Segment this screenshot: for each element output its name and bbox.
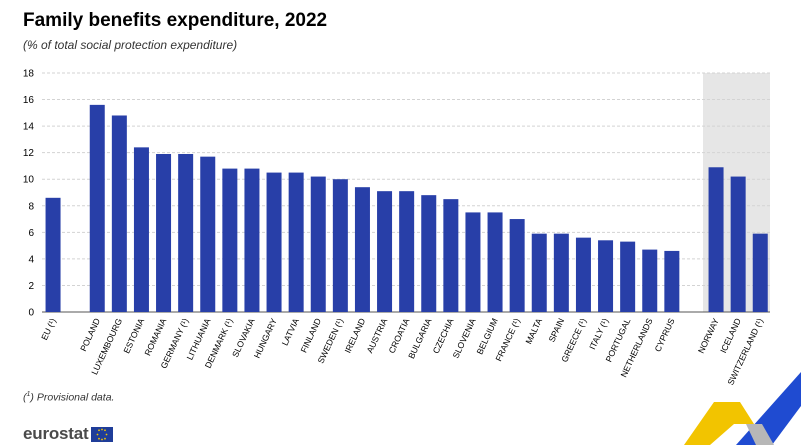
bar	[399, 191, 415, 312]
bar	[332, 179, 348, 312]
y-tick-label: 10	[23, 175, 35, 186]
x-tick-label: ITALY (¹)	[587, 316, 610, 351]
blue-ribbon	[736, 372, 801, 445]
x-tick-label: ICELAND	[718, 317, 743, 355]
x-tick-label: CROATIA	[387, 316, 412, 355]
y-tick-label: 16	[23, 95, 35, 106]
bar	[465, 212, 481, 312]
x-tick-label: POLAND	[78, 317, 102, 353]
y-tick-label: 0	[28, 308, 34, 319]
y-tick-label: 18	[23, 69, 35, 80]
y-tick-label: 6	[28, 228, 34, 239]
x-tick-label: SPAIN	[546, 317, 566, 344]
bar	[730, 176, 746, 312]
x-tick-label: BELGIUM	[474, 317, 499, 356]
grey-ribbon	[746, 424, 774, 445]
bar	[178, 153, 194, 312]
chart-title: Family benefits expenditure, 2022	[23, 10, 328, 31]
bar	[575, 237, 591, 312]
x-tick-label: AUSTRIA	[365, 316, 390, 354]
chart-subtitle: (% of total social protection expenditur…	[23, 38, 238, 52]
x-tick-label: EU (¹)	[39, 317, 58, 342]
y-tick-label: 2	[28, 281, 34, 292]
bar	[664, 250, 680, 312]
footnote: (1) Provisional data.	[23, 391, 115, 404]
bar	[89, 104, 105, 312]
bar	[111, 115, 127, 312]
x-tick-label: CYPRUS	[652, 316, 676, 353]
eu-flag-icon	[91, 426, 114, 442]
bar	[620, 241, 636, 312]
bar	[244, 168, 260, 312]
bar	[222, 168, 238, 312]
bar	[487, 212, 503, 312]
bar	[156, 153, 172, 312]
x-tick-label: NORWAY	[696, 316, 721, 355]
bar	[531, 233, 547, 312]
x-tick-label: LATVIA	[280, 316, 301, 347]
corner-decoration	[684, 372, 801, 445]
bar	[421, 195, 437, 312]
x-tick-label: ESTONIA	[121, 316, 146, 355]
footnote-text: Provisional data.	[33, 391, 115, 404]
y-tick-label: 4	[28, 254, 34, 265]
logo-text: eurostat	[23, 424, 89, 443]
bar	[288, 172, 304, 312]
y-tick-label: 14	[23, 122, 35, 133]
bar	[200, 156, 216, 312]
bar	[377, 191, 393, 312]
eurostat-logo: eurostat	[23, 424, 114, 444]
x-tick-label: MALTA	[523, 316, 544, 345]
x-tick-label: FINLAND	[298, 317, 323, 355]
bar	[310, 176, 326, 312]
yellow-ribbon	[684, 402, 754, 445]
bar	[598, 240, 614, 312]
x-tick-label: IRELAND	[342, 317, 367, 355]
bar	[752, 233, 768, 312]
bar	[45, 197, 61, 312]
y-tick-label: 12	[23, 148, 35, 159]
x-tick-label: CZECHIA	[431, 316, 456, 355]
bar	[708, 167, 724, 312]
bar	[553, 233, 569, 312]
bar	[443, 199, 459, 312]
bar	[354, 187, 370, 312]
bar	[266, 172, 282, 312]
bar	[509, 219, 525, 312]
footnote-mark: 1	[26, 391, 31, 398]
bar	[642, 249, 658, 312]
bar	[133, 147, 149, 312]
y-tick-label: 8	[28, 201, 34, 212]
